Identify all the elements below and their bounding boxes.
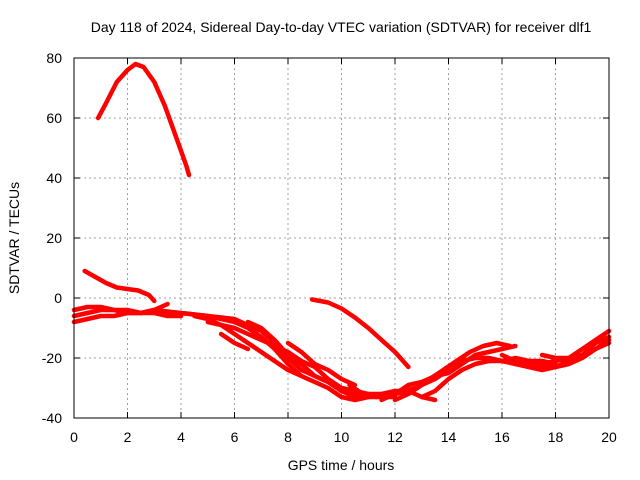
series-late-d	[419, 328, 612, 400]
y-tick-label: -40	[42, 410, 62, 426]
series-late-g	[539, 340, 612, 361]
y-tick-label: 80	[46, 50, 62, 66]
y-tick-label: 20	[46, 230, 62, 246]
y-tick-label: -20	[42, 350, 62, 366]
data-series-group	[71, 61, 612, 403]
series-arc-descent	[309, 297, 411, 370]
series-late-b	[379, 343, 518, 403]
series-mid-g	[218, 331, 251, 352]
y-axis-label: SDTVAR / TECUs	[6, 182, 22, 294]
x-tick-label: 18	[548, 429, 564, 445]
series-arc-high	[95, 61, 192, 178]
x-tick-label: 20	[601, 429, 617, 445]
x-tick-label: 0	[70, 429, 78, 445]
y-tick-label: 40	[46, 170, 62, 186]
x-tick-label: 12	[387, 429, 403, 445]
series-base-3	[71, 310, 184, 325]
chart-title: Day 118 of 2024, Sidereal Day-to-day VTE…	[91, 19, 592, 35]
x-tick-label: 2	[124, 429, 132, 445]
x-tick-label: 4	[177, 429, 185, 445]
series-arc-early	[82, 268, 157, 304]
x-tick-label: 16	[494, 429, 510, 445]
y-axis-tick-labels: -40 -20 0 20 40 60 80	[42, 50, 62, 426]
x-axis-label: GPS time / hours	[288, 457, 395, 473]
axis-ticks	[73, 57, 610, 419]
x-tick-label: 6	[231, 429, 239, 445]
x-tick-label: 10	[334, 429, 350, 445]
x-tick-label: 8	[284, 429, 292, 445]
x-tick-label: 14	[441, 429, 457, 445]
y-tick-label: 0	[54, 290, 62, 306]
series-mid-f	[285, 340, 358, 388]
y-tick-label: 60	[46, 110, 62, 126]
x-axis-tick-labels: 0 2 4 6 8 10 12 14 16 18 20	[70, 429, 617, 445]
